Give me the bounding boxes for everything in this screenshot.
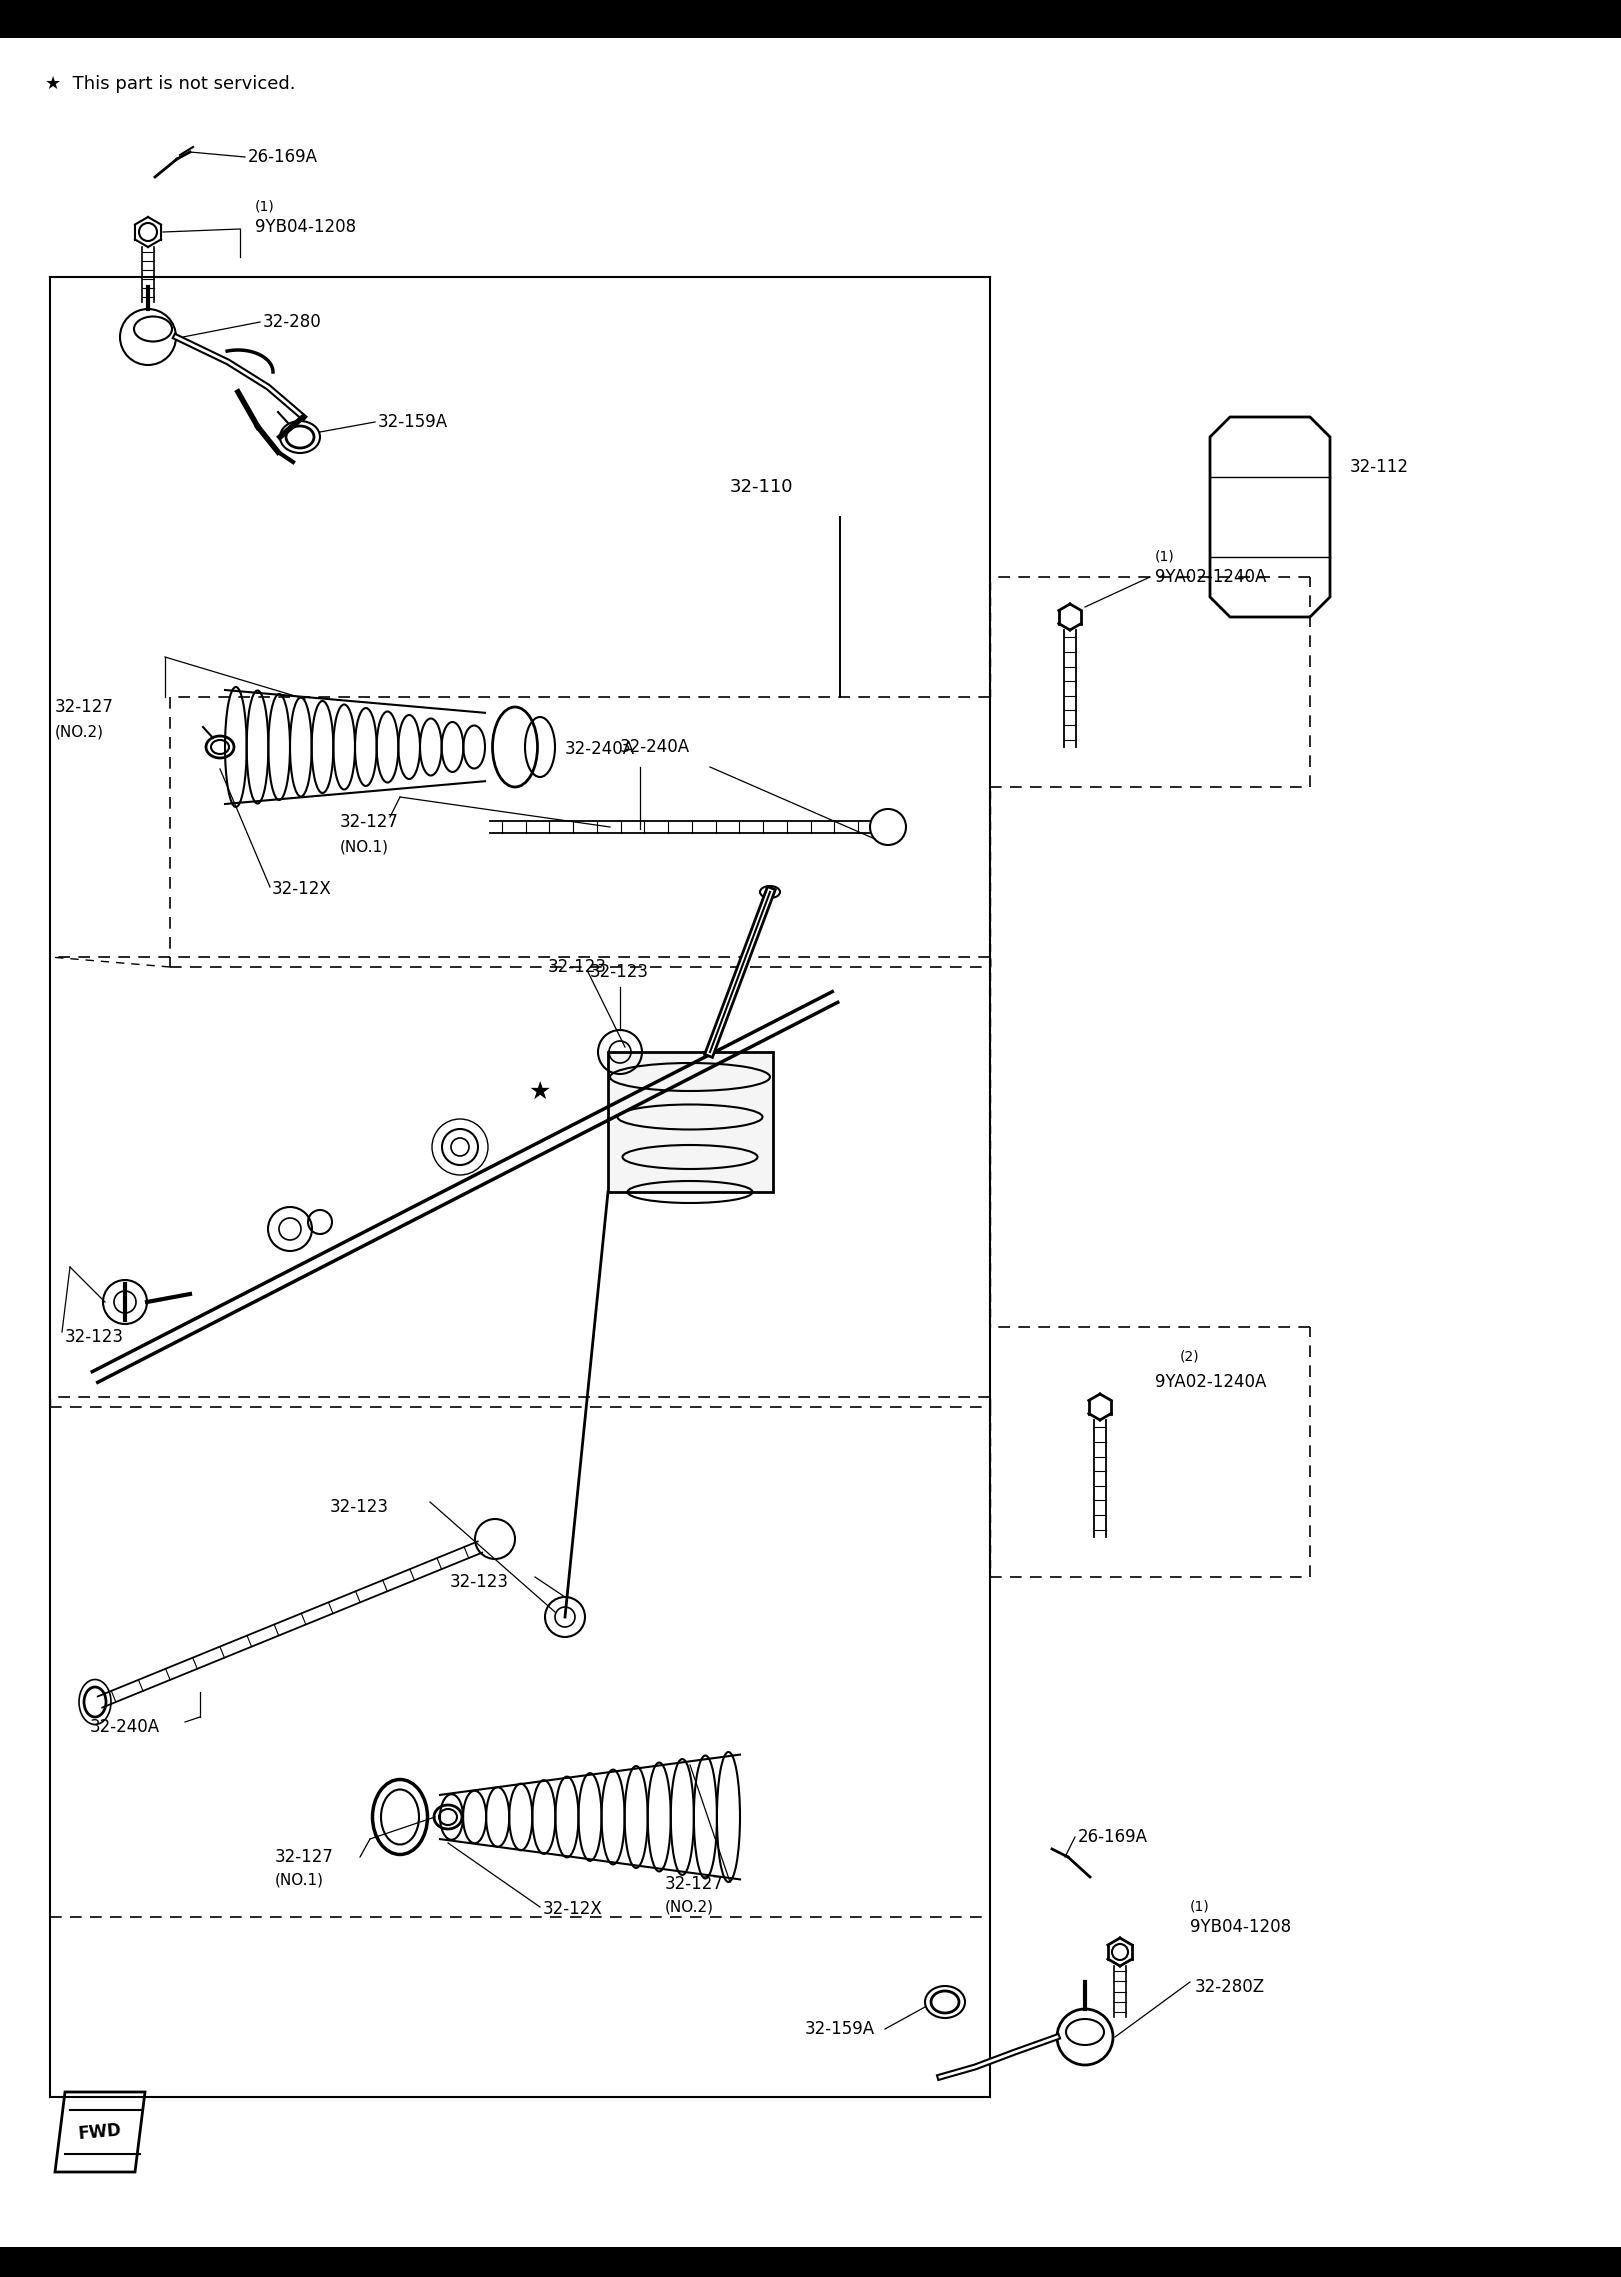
Text: FWD: FWD — [78, 2122, 123, 2143]
Text: ★  This part is not serviced.: ★ This part is not serviced. — [45, 75, 295, 93]
Text: 32-123: 32-123 — [451, 1573, 509, 1592]
Text: 32-123: 32-123 — [65, 1327, 123, 1346]
Text: 32-240A: 32-240A — [91, 1719, 160, 1735]
Text: 32-110: 32-110 — [729, 478, 794, 496]
Text: 32-127: 32-127 — [665, 1874, 725, 1892]
Text: (NO.2): (NO.2) — [665, 1899, 713, 1915]
Text: 32-240A: 32-240A — [566, 740, 635, 758]
Bar — [0, 0, 1621, 39]
Text: 26-169A: 26-169A — [1078, 1828, 1148, 1847]
Text: (1): (1) — [1190, 1899, 1209, 1915]
Text: 9YA02-1240A: 9YA02-1240A — [1156, 567, 1266, 585]
Text: 26-169A: 26-169A — [248, 148, 318, 166]
Text: 32-123: 32-123 — [590, 963, 648, 981]
Text: 32-123: 32-123 — [331, 1498, 389, 1516]
Text: 32-159A: 32-159A — [806, 2020, 875, 2038]
Bar — [608, 1052, 773, 1191]
Text: 32-112: 32-112 — [1350, 458, 1409, 476]
Text: 32-280: 32-280 — [263, 312, 321, 330]
Text: ★: ★ — [528, 1079, 551, 1104]
Text: (1): (1) — [1156, 551, 1175, 565]
Text: (1): (1) — [254, 200, 274, 214]
Text: (NO.2): (NO.2) — [55, 724, 104, 740]
Text: 32-240A: 32-240A — [619, 738, 691, 756]
Text: 32-159A: 32-159A — [378, 412, 447, 430]
Text: 32-12X: 32-12X — [543, 1899, 603, 1917]
Text: (2): (2) — [1180, 1350, 1200, 1364]
Text: 9YB04-1208: 9YB04-1208 — [254, 219, 357, 237]
Text: 32-127: 32-127 — [276, 1849, 334, 1865]
Text: 32-127: 32-127 — [340, 813, 399, 831]
Text: 32-123: 32-123 — [548, 959, 606, 977]
Text: (NO.1): (NO.1) — [340, 840, 389, 854]
Text: 32-280Z: 32-280Z — [1195, 1979, 1264, 1997]
Text: 9YB04-1208: 9YB04-1208 — [1190, 1917, 1290, 1935]
Text: 9YA02-1240A: 9YA02-1240A — [1156, 1373, 1266, 1391]
Text: (NO.1): (NO.1) — [276, 1872, 324, 1888]
Text: 32-12X: 32-12X — [272, 879, 332, 897]
Text: 32-127: 32-127 — [55, 699, 113, 715]
Bar — [0, 2247, 1621, 2277]
